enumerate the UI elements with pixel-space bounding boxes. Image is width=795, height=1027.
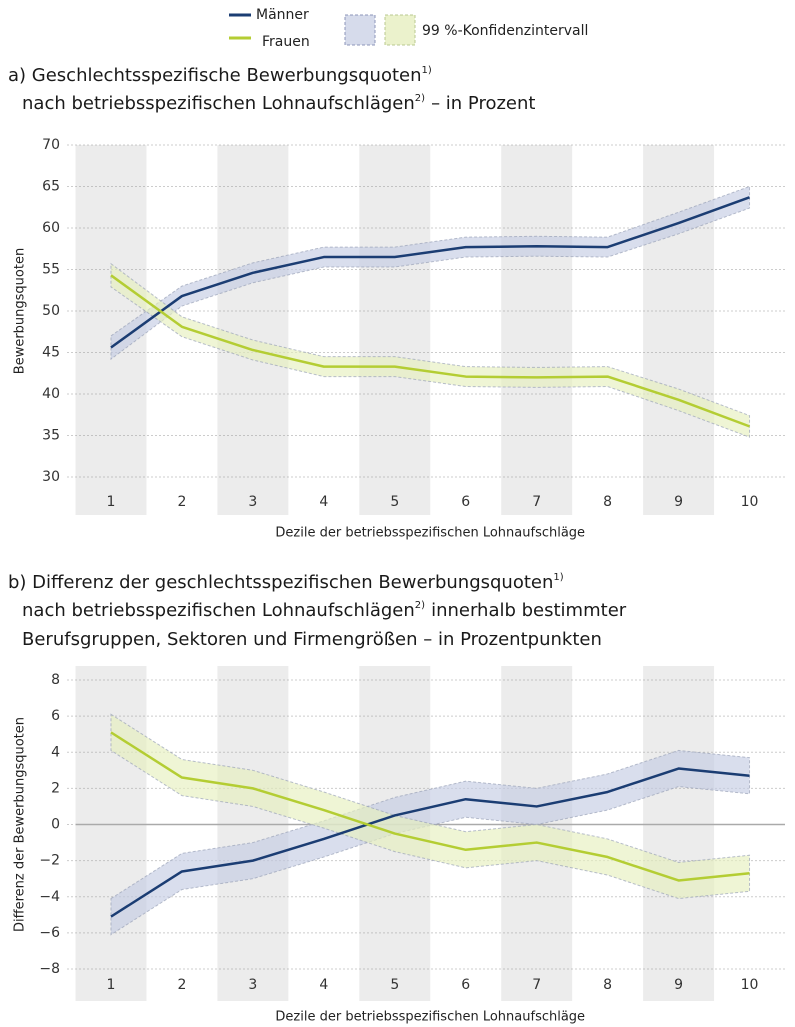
title-text: nach betriebsspezifischen Lohnaufschläge…: [22, 93, 415, 114]
legend-label: Männer: [256, 7, 309, 23]
legend-band-men: [344, 14, 376, 46]
y-tick-label: 2: [51, 780, 60, 796]
legend-label: 99 %-Konfidenzintervall: [422, 23, 588, 39]
chart: −8 −6 −4 −2 0 2 4 6 8 1 2 3 4 5 6 7 8 9 10 Dezile der betri…: [13, 666, 785, 1025]
x-tick-label: 9: [674, 494, 683, 510]
y-tick-label: 8: [51, 672, 60, 688]
y-tick-label: 65: [42, 179, 60, 195]
x-tick-label: 8: [603, 494, 612, 510]
y-tick-label: 35: [42, 428, 60, 444]
x-tick-label: 9: [674, 977, 683, 993]
y-tick-label: −2: [39, 853, 60, 869]
y-tick-label: −6: [39, 925, 60, 941]
title-note: 1): [422, 65, 432, 76]
column-shade: [643, 145, 715, 515]
y-tick-label: 30: [42, 469, 60, 485]
x-tick-label: 10: [741, 977, 759, 993]
y-tick-label: 45: [42, 345, 60, 361]
title-text: – in Prozent: [431, 93, 535, 114]
x-tick-label: 8: [603, 977, 612, 993]
series-line: [110, 767, 750, 918]
x-tick-label: 1: [107, 494, 116, 510]
y-tick-label: 70: [42, 137, 60, 153]
x-tick-label: 1: [107, 977, 116, 993]
title-note: 2): [415, 93, 425, 104]
legend-label: Frauen: [262, 34, 310, 50]
title-text: a) Geschlechtsspezifische Bewerbungsquot…: [8, 65, 422, 86]
y-tick-label: 50: [42, 303, 60, 319]
y-tick-label: 0: [51, 817, 60, 833]
column-shade: [501, 145, 573, 515]
y-tick-label: 60: [42, 220, 60, 236]
series-line: [110, 274, 750, 428]
chart-title: b) Differenz der geschlechtsspezifischen…: [8, 572, 564, 593]
column-shade: [359, 145, 431, 515]
chart-title: Berufsgruppen, Sektoren und Firmengrößen…: [22, 629, 602, 650]
x-tick-label: 6: [461, 494, 470, 510]
x-axis-title: Dezile der betriebsspezifischen Lohnaufs…: [275, 1010, 585, 1025]
chart-title: a) Geschlechtsspezifische Bewerbungsquot…: [8, 65, 432, 86]
y-tick-label: 40: [42, 386, 60, 402]
y-tick-label: 6: [51, 708, 60, 724]
x-tick-label: 2: [177, 977, 186, 993]
title-text: b) Differenz der geschlechtsspezifischen…: [8, 572, 553, 593]
y-tick-label: −4: [39, 889, 60, 905]
x-tick-label: 10: [741, 494, 759, 510]
x-axis-title: Dezile der betriebsspezifischen Lohnaufs…: [275, 526, 585, 541]
title-text: nach betriebsspezifischen Lohnaufschläge…: [22, 600, 415, 621]
x-tick-label: 7: [532, 977, 541, 993]
x-tick-label: 3: [248, 494, 257, 510]
legend-band-women: [384, 14, 416, 46]
column-shade: [217, 666, 289, 1001]
y-tick-label: 55: [42, 262, 60, 278]
y-axis-title: Bewerbungsquoten: [13, 248, 28, 374]
column-shade: [217, 145, 289, 515]
title-text: innerhalb bestimmter: [431, 600, 627, 621]
y-tick-label: 4: [51, 744, 60, 760]
x-tick-label: 4: [319, 977, 328, 993]
chart-title: nach betriebsspezifischen Lohnaufschläge…: [22, 93, 535, 114]
confidence-band: [110, 185, 751, 361]
y-axis-title: Differenz der Bewerbungsquoten: [13, 717, 28, 932]
column-shade: [643, 666, 715, 1001]
x-tick-label: 2: [177, 494, 186, 510]
confidence-band: [110, 262, 751, 438]
x-tick-label: 6: [461, 977, 470, 993]
x-tick-label: 7: [532, 494, 541, 510]
series-line: [110, 731, 750, 882]
title-note: 2): [415, 600, 425, 611]
x-tick-label: 5: [390, 494, 399, 510]
x-tick-label: 4: [319, 494, 328, 510]
x-tick-label: 3: [248, 977, 257, 993]
series-line: [110, 196, 750, 349]
x-tick-label: 5: [390, 977, 399, 993]
chart-title: nach betriebsspezifischen Lohnaufschläge…: [22, 600, 627, 621]
title-note: 1): [553, 572, 563, 583]
y-tick-label: −8: [39, 961, 60, 977]
legend: Männer Frauen 99 %-Konfidenzintervall: [229, 7, 588, 50]
